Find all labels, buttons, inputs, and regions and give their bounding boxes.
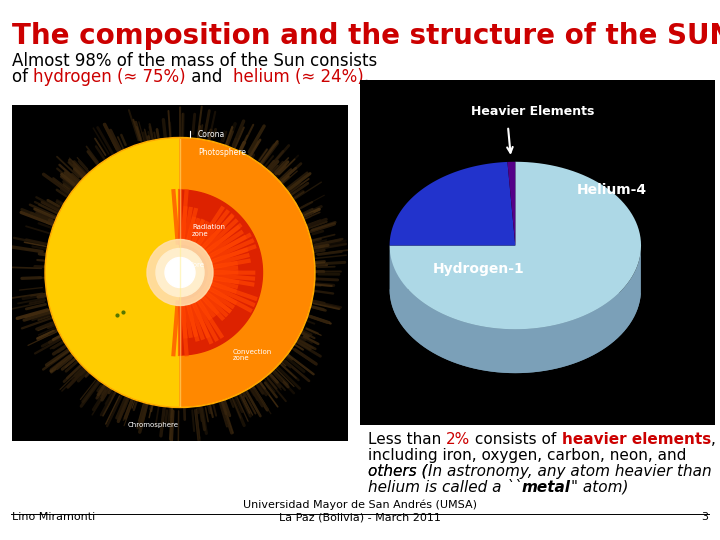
Text: Almost 98% of the mass of the Sun consists: Almost 98% of the mass of the Sun consis… <box>12 52 377 70</box>
Text: of: of <box>12 68 33 86</box>
Polygon shape <box>180 190 263 355</box>
Text: and: and <box>186 68 233 86</box>
Text: helium (≈ 24%): helium (≈ 24%) <box>233 68 364 86</box>
Polygon shape <box>390 246 641 373</box>
Text: others (: others ( <box>368 464 428 479</box>
Circle shape <box>147 240 213 306</box>
Text: Less than: Less than <box>368 432 446 447</box>
Circle shape <box>47 139 313 406</box>
Text: heavier elements: heavier elements <box>562 432 711 447</box>
Text: Core: Core <box>189 262 205 268</box>
Text: Helium-4: Helium-4 <box>577 183 647 197</box>
Text: Universidad Mayor de San Andrés (UMSA)
La Paz (Bolivia) - March 2011: Universidad Mayor de San Andrés (UMSA) L… <box>243 500 477 522</box>
Polygon shape <box>390 246 516 289</box>
Polygon shape <box>390 289 641 373</box>
Text: 3: 3 <box>701 512 708 522</box>
Text: .: . <box>364 68 369 86</box>
Text: Convection
zone: Convection zone <box>233 348 271 361</box>
Circle shape <box>45 138 315 408</box>
Text: Hydrogen-1: Hydrogen-1 <box>433 262 524 276</box>
Text: Heavier Elements: Heavier Elements <box>471 105 594 118</box>
Circle shape <box>156 248 204 296</box>
Text: 2%: 2% <box>446 432 470 447</box>
Text: including iron, oxygen, carbon, neon, and: including iron, oxygen, carbon, neon, an… <box>368 448 686 463</box>
Text: hydrogen (≈ 75%): hydrogen (≈ 75%) <box>33 68 186 86</box>
Text: The composition and the structure of the SUN: The composition and the structure of the… <box>12 22 720 50</box>
Text: Photosphere: Photosphere <box>198 148 246 157</box>
Text: " atom): " atom) <box>571 480 628 495</box>
Polygon shape <box>180 139 313 406</box>
Polygon shape <box>508 162 516 246</box>
Text: Corona: Corona <box>198 130 225 139</box>
Text: Chromosphere: Chromosphere <box>127 422 179 429</box>
Text: others (: others ( <box>368 464 428 479</box>
Text: Lino Miramonti: Lino Miramonti <box>12 512 95 522</box>
Text: In astronomy, any atom heavier than: In astronomy, any atom heavier than <box>428 464 711 479</box>
Text: helium is called a ``: helium is called a `` <box>368 480 521 495</box>
Text: Radiation
zone: Radiation zone <box>192 224 225 237</box>
Polygon shape <box>390 162 641 329</box>
Text: ,: , <box>711 432 716 447</box>
Circle shape <box>165 258 195 287</box>
Polygon shape <box>390 162 516 246</box>
Text: consists of: consists of <box>470 432 562 447</box>
Text: metal: metal <box>521 480 571 495</box>
